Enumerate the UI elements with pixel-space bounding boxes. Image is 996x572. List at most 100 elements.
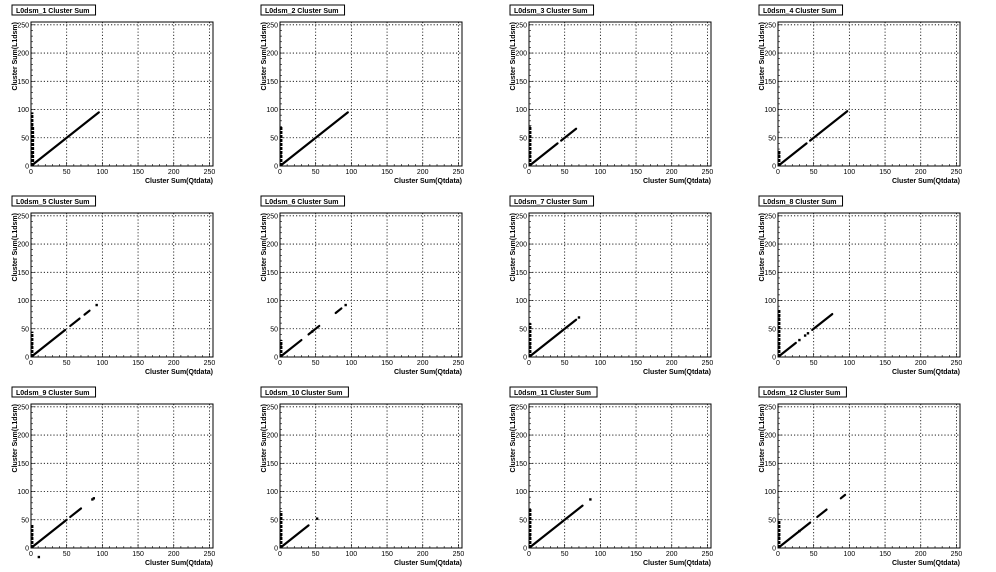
- data-segment-diagonal: [778, 142, 808, 166]
- x-tick-label: 0: [527, 169, 531, 176]
- y-tick-label: 50: [270, 326, 278, 333]
- x-axis-label: Cluster Sum(Qtdata): [145, 178, 213, 185]
- title-box: [11, 386, 97, 398]
- data-segment-diagonal: [529, 504, 584, 548]
- plot-title: L0dsm_2 Cluster Sum: [265, 8, 339, 15]
- x-tick-label: 0: [278, 169, 282, 176]
- x-tick-label: 50: [810, 360, 818, 367]
- x-axis-label: Cluster Sum(Qtdata): [643, 369, 711, 376]
- x-tick-label: 50: [312, 169, 320, 176]
- y-tick-label: 250: [764, 404, 776, 411]
- y-axis-label: Cluster Sum(L1dsm): [510, 22, 517, 90]
- data-segment-diagonal: [560, 127, 578, 142]
- x-tick-label: 250: [951, 551, 963, 558]
- plot-frame: [777, 21, 961, 167]
- data-segment-diagonal: [31, 111, 100, 166]
- data-point: [91, 498, 94, 501]
- y-tick-label: 0: [274, 355, 278, 362]
- plot-title: L0dsm_5 Cluster Sum: [16, 199, 90, 206]
- data-segment-diagonal: [811, 312, 834, 331]
- y-tick-label: 250: [266, 22, 278, 29]
- x-tick-label: 0: [776, 169, 780, 176]
- x-tick-label: 100: [97, 551, 109, 558]
- y-tick-label: 0: [25, 164, 29, 171]
- y-tick-label: 50: [519, 135, 527, 142]
- histogram-pad: L0dsm_1 Cluster Sum 00 50 50 100 100 150 150 200…: [11, 4, 216, 185]
- histogram-pad: L0dsm_8 Cluster Sum 00 50 50 100 100 150 150 200…: [758, 195, 962, 376]
- x-tick-label: 100: [346, 551, 358, 558]
- x-tick-label: 100: [595, 360, 607, 367]
- x-tick-label: 0: [278, 551, 282, 558]
- x-tick-label: 150: [132, 360, 144, 367]
- data-segment-diagonal: [839, 493, 847, 500]
- x-tick-label: 250: [204, 169, 216, 176]
- x-tick-label: 100: [844, 169, 856, 176]
- data-segment-diagonal: [334, 307, 343, 315]
- x-tick-label: 100: [844, 551, 856, 558]
- x-tick-label: 150: [381, 360, 393, 367]
- title-box: [260, 195, 346, 207]
- y-tick-label: 250: [764, 213, 776, 220]
- y-tick-label: 50: [21, 517, 29, 524]
- x-tick-label: 0: [29, 360, 33, 367]
- y-tick-label: 200: [764, 433, 776, 440]
- y-tick-label: 0: [25, 355, 29, 362]
- y-axis-label: Cluster Sum(L1dsm): [12, 213, 19, 281]
- data-segment-diagonal: [529, 142, 559, 166]
- y-tick-label: 0: [772, 164, 776, 171]
- data-point: [577, 316, 581, 319]
- data-segment-diagonal: [69, 317, 81, 328]
- x-axis-label: Cluster Sum(Qtdata): [892, 178, 960, 185]
- y-tick-label: 150: [515, 461, 527, 468]
- data-segment-diagonal: [816, 508, 828, 519]
- y-axis-label: Cluster Sum(L1dsm): [261, 213, 268, 281]
- title-box: [260, 386, 349, 398]
- y-tick-label: 50: [768, 135, 776, 142]
- y-axis-label: Cluster Sum(L1dsm): [261, 22, 268, 90]
- y-tick-label: 50: [21, 135, 29, 142]
- y-tick-label: 100: [266, 107, 278, 114]
- y-tick-label: 50: [21, 326, 29, 333]
- x-axis-label: Cluster Sum(Qtdata): [643, 560, 711, 567]
- x-tick-label: 150: [630, 551, 642, 558]
- y-tick-label: 100: [266, 489, 278, 496]
- y-axis-label: Cluster Sum(L1dsm): [261, 404, 268, 472]
- plot-title: L0dsm_11 Cluster Sum: [514, 390, 591, 397]
- x-axis-label: Cluster Sum(Qtdata): [892, 369, 960, 376]
- x-tick-label: 0: [278, 360, 282, 367]
- y-axis-label: Cluster Sum(L1dsm): [12, 404, 19, 472]
- plot-title: L0dsm_3 Cluster Sum: [514, 8, 588, 15]
- x-tick-label: 100: [346, 360, 358, 367]
- x-tick-label: 100: [97, 360, 109, 367]
- y-tick-label: 150: [515, 79, 527, 86]
- x-axis-label: Cluster Sum(Qtdata): [394, 369, 462, 376]
- y-tick-label: 200: [764, 51, 776, 58]
- x-tick-label: 250: [453, 169, 465, 176]
- y-tick-label: 100: [764, 489, 776, 496]
- y-tick-label: 200: [17, 51, 29, 58]
- y-tick-label: 250: [17, 404, 29, 411]
- x-tick-label: 150: [381, 551, 393, 558]
- x-tick-label: 200: [666, 169, 678, 176]
- y-tick-label: 200: [266, 433, 278, 440]
- x-tick-label: 0: [29, 551, 33, 558]
- y-tick-label: 100: [764, 298, 776, 305]
- title-box: [509, 195, 595, 207]
- x-tick-label: 50: [312, 551, 320, 558]
- plot-frame: [528, 21, 712, 167]
- x-tick-label: 50: [561, 551, 569, 558]
- y-tick-label: 150: [764, 79, 776, 86]
- y-tick-label: 150: [17, 79, 29, 86]
- data-point: [803, 334, 807, 337]
- title-box: [11, 4, 97, 16]
- x-tick-label: 50: [561, 360, 569, 367]
- x-tick-label: 200: [915, 551, 927, 558]
- histogram-pad: L0dsm_5 Cluster Sum 00 50 50 100 100 150 150 200…: [11, 195, 215, 376]
- x-tick-label: 150: [381, 169, 393, 176]
- y-tick-label: 250: [515, 404, 527, 411]
- y-tick-label: 250: [266, 213, 278, 220]
- x-tick-label: 50: [312, 360, 320, 367]
- y-tick-label: 0: [274, 164, 278, 171]
- y-tick-label: 200: [515, 242, 527, 249]
- y-tick-label: 50: [519, 517, 527, 524]
